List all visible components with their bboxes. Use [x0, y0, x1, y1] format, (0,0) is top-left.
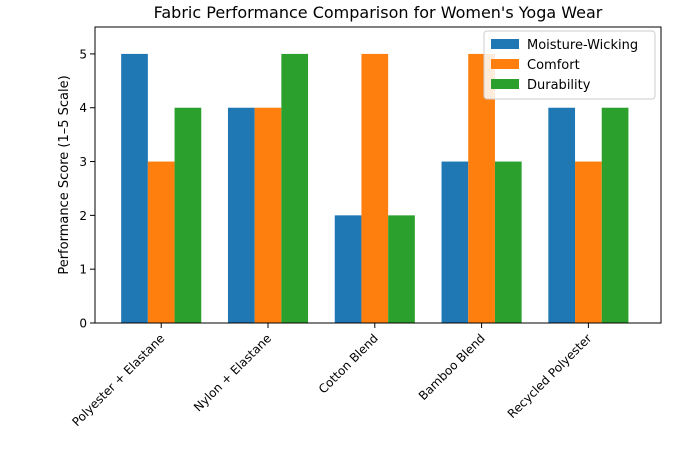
chart-title: Fabric Performance Comparison for Women'…	[154, 3, 603, 22]
bar-durability-2	[388, 215, 415, 323]
x-tick-label: Bamboo Blend	[416, 331, 488, 403]
x-tick-label: Recycled Polyester	[505, 331, 595, 421]
bar-comfort-1	[254, 107, 282, 323]
y-tick-label: 1	[79, 263, 87, 277]
bar-comfort-0	[147, 161, 175, 323]
bar-comfort-2	[361, 53, 389, 323]
bar-moisture-wicking-4	[548, 107, 576, 323]
y-tick-label: 5	[79, 47, 87, 61]
bar-durability-0	[174, 107, 202, 323]
y-axis-label: Performance Score (1–5 Scale)	[57, 75, 72, 274]
legend-label: Moisture-Wicking	[527, 38, 638, 53]
legend-swatch-comfort	[491, 59, 519, 69]
y-tick-label: 4	[79, 101, 87, 115]
legend-box	[483, 30, 656, 100]
legend-label: Durability	[527, 78, 591, 93]
bar-moisture-wicking-0	[121, 53, 148, 323]
x-tick-label: Cotton Blend	[316, 331, 381, 396]
bar-comfort-4	[575, 161, 602, 323]
legend-label: Comfort	[527, 58, 580, 73]
y-tick-label: 0	[79, 317, 87, 331]
plot-area: 0 1 2 3 4 5 Polyester + Elastane Nylon + Elasta…	[69, 26, 662, 429]
x-tick-label: Polyester + Elastane	[69, 331, 167, 429]
bar-durability-4	[601, 107, 629, 323]
bar-durability-3	[494, 161, 522, 323]
legend: Moisture-Wicking Comfort Durability	[483, 30, 656, 100]
y-tick-label: 2	[79, 209, 87, 223]
bar-durability-1	[281, 53, 309, 323]
legend-swatch-moisture-wicking	[491, 39, 519, 49]
bar-moisture-wicking-2	[334, 215, 362, 323]
plot-frame	[94, 26, 662, 324]
bar-moisture-wicking-1	[227, 107, 255, 323]
x-tick-label: Nylon + Elastane	[191, 331, 274, 414]
legend-swatch-durability	[491, 79, 519, 89]
bar-moisture-wicking-3	[441, 161, 469, 323]
y-tick-label: 3	[79, 155, 87, 169]
